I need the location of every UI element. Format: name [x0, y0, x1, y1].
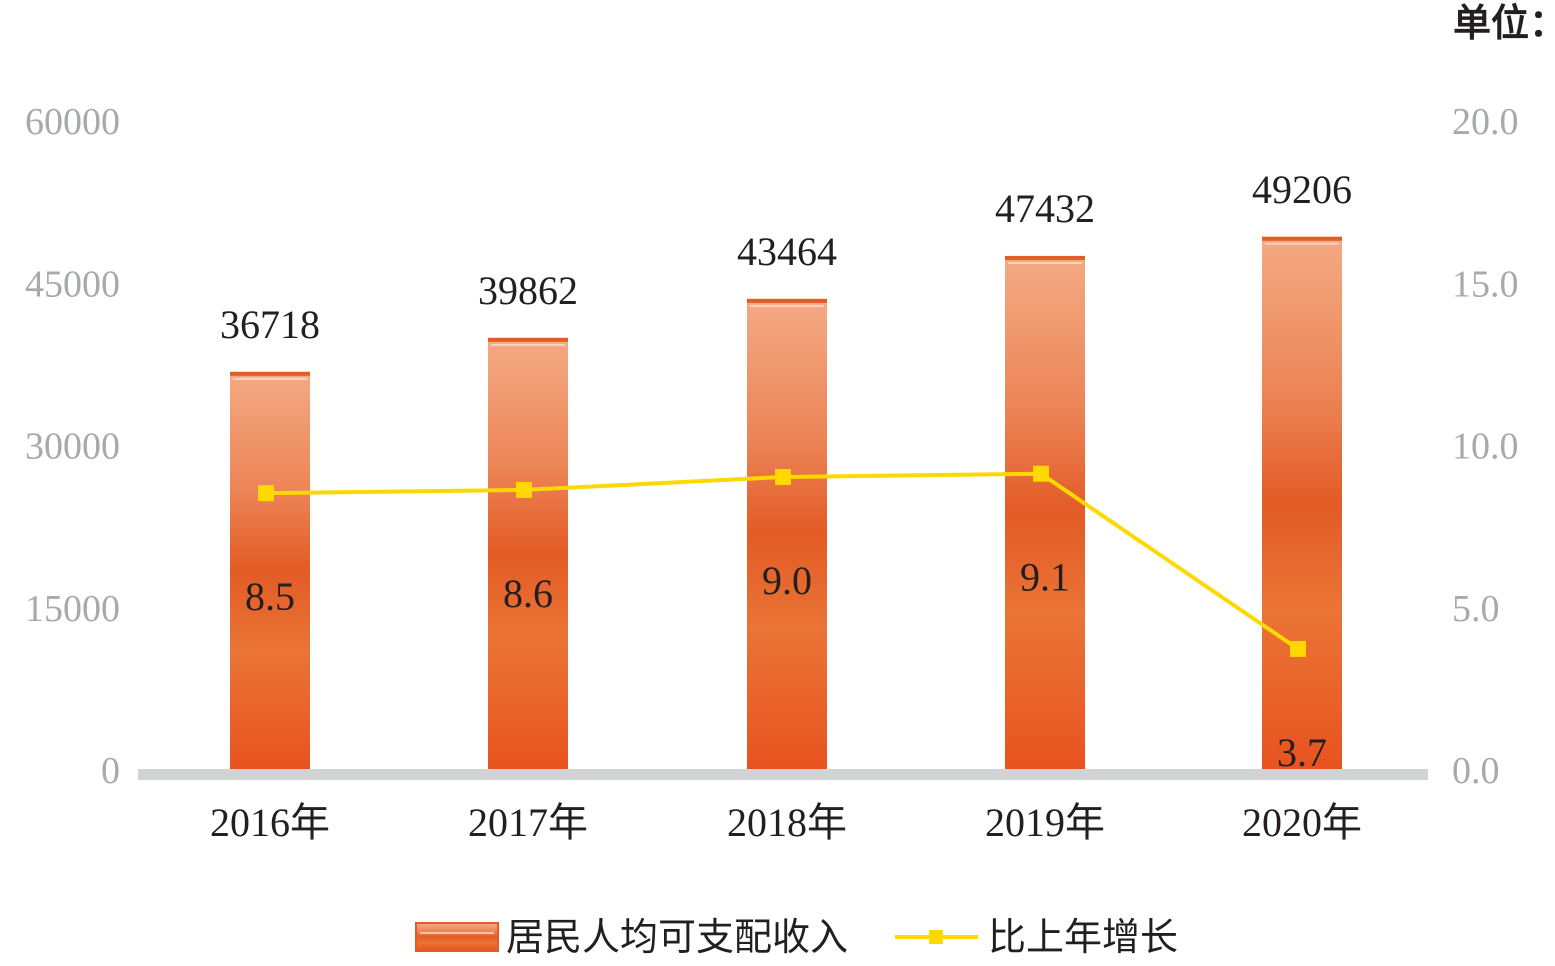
x-axis-line [138, 769, 1428, 780]
x-category-label: 2018年 [727, 800, 847, 845]
bar-top-edge [488, 337, 568, 342]
bar-value-label: 47432 [995, 186, 1095, 231]
bar-top-edge [230, 371, 310, 376]
x-category-label: 2017年 [468, 800, 588, 845]
unit-label: 单位： [1453, 1, 1555, 45]
y-left-tick-label: 30000 [25, 426, 120, 468]
growth-value-label: 8.6 [503, 571, 553, 616]
bar [747, 298, 827, 769]
growth-marker [258, 485, 274, 502]
growth-value-label: 9.1 [1020, 555, 1070, 600]
bar-value-label: 39862 [478, 268, 578, 313]
y-left-tick-label: 60000 [25, 101, 120, 143]
x-category-label: 2020年 [1242, 800, 1362, 845]
y-right-tick-label: 5.0 [1452, 588, 1500, 630]
bar-top-edge [1262, 236, 1342, 241]
y-left-tick-label: 0 [101, 750, 120, 792]
y-right-tick-label: 0.0 [1452, 750, 1500, 792]
growth-value-label: 9.0 [762, 558, 812, 603]
y-right-tick-label: 20.0 [1452, 101, 1519, 143]
growth-marker [775, 468, 791, 485]
bar-top-edge [747, 298, 827, 303]
legend: 居民人均可支配收入 比上年增长 [415, 915, 1178, 959]
x-category-label: 2016年 [210, 800, 330, 845]
bar [230, 371, 310, 769]
legend-label-line: 比上年增长 [988, 915, 1178, 959]
legend-swatch-bar [415, 922, 499, 952]
bar-top-edge [1005, 255, 1085, 260]
growth-value-label: 8.5 [245, 574, 295, 619]
legend-swatch-marker [929, 930, 943, 944]
growth-marker [1290, 640, 1306, 657]
growth-marker [516, 481, 532, 498]
bar [1005, 255, 1085, 770]
x-category-label: 2019年 [985, 800, 1105, 845]
growth-marker [1033, 465, 1049, 482]
bar-value-label: 43464 [737, 229, 837, 274]
y-left-tick-label: 45000 [25, 263, 120, 305]
y-right-tick-label: 15.0 [1452, 263, 1519, 305]
bar [488, 337, 568, 769]
bar-value-label: 36718 [220, 302, 320, 347]
y-right-tick-label: 10.0 [1452, 426, 1519, 468]
y-left-tick-label: 15000 [25, 588, 120, 630]
bar-value-label: 49206 [1252, 167, 1352, 212]
bar [1262, 236, 1342, 769]
legend-label-bar: 居民人均可支配收入 [506, 915, 848, 959]
growth-value-label: 3.7 [1277, 730, 1327, 775]
